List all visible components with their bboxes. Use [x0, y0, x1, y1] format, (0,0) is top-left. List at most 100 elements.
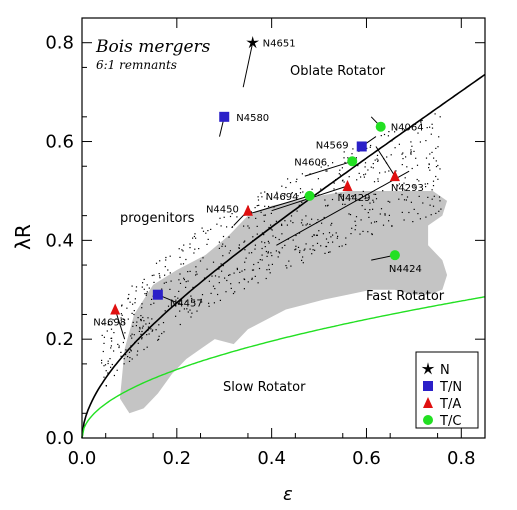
progenitor-dot	[261, 259, 263, 261]
progenitor-dot	[332, 241, 334, 243]
chart-title: Bois mergers	[95, 37, 211, 57]
progenitor-dot	[140, 318, 142, 320]
progenitor-dot	[275, 236, 277, 239]
progenitor-dot	[420, 120, 422, 122]
region-label-slow: Slow Rotator	[223, 380, 306, 395]
progenitor-dot	[148, 287, 150, 289]
progenitor-dot	[341, 167, 343, 169]
progenitor-dot	[352, 148, 354, 150]
progenitor-dot	[424, 183, 426, 185]
progenitor-dot	[322, 233, 324, 235]
progenitor-dot	[438, 196, 441, 198]
progenitor-dot	[101, 334, 103, 336]
progenitor-dot	[264, 242, 266, 244]
progenitor-dot	[143, 348, 145, 351]
progenitor-dot	[391, 225, 393, 227]
progenitor-dot	[120, 313, 122, 315]
progenitor-dot	[107, 372, 109, 374]
progenitor-dot	[281, 223, 283, 225]
progenitor-dot	[341, 245, 343, 247]
progenitor-dot	[377, 159, 379, 161]
progenitor-dot	[101, 359, 103, 361]
progenitor-dot	[297, 195, 299, 197]
progenitor-dot	[364, 208, 366, 210]
progenitor-dot	[311, 218, 313, 220]
progenitor-dot	[143, 288, 145, 290]
progenitor-dot	[169, 288, 171, 290]
galaxy-label-n4569: N4569	[316, 140, 349, 151]
progenitor-dot	[174, 296, 176, 298]
progenitor-dot	[146, 293, 148, 295]
progenitor-dot	[439, 168, 441, 170]
progenitor-dot	[104, 364, 107, 366]
progenitor-dot	[193, 235, 195, 238]
progenitor-dot	[109, 358, 111, 360]
progenitor-dot	[371, 233, 373, 236]
progenitor-dot	[131, 358, 133, 360]
progenitor-dot	[258, 204, 260, 206]
progenitor-dot	[406, 166, 408, 168]
marker-n4450	[242, 204, 253, 216]
progenitor-dot	[347, 157, 349, 159]
progenitor-dot	[364, 198, 366, 200]
track-line-n4606	[304, 160, 353, 177]
progenitor-dot	[194, 300, 196, 302]
progenitor-dot	[384, 213, 386, 215]
progenitor-dot	[388, 131, 390, 133]
progenitor-dot	[376, 154, 379, 156]
progenitor-dot	[153, 281, 155, 283]
progenitor-dot	[257, 199, 260, 201]
progenitor-dot	[254, 275, 256, 277]
progenitor-dot	[290, 193, 293, 195]
progenitor-dot	[362, 230, 364, 232]
progenitor-dot	[287, 178, 289, 180]
progenitor-dot	[126, 307, 128, 309]
progenitor-dot	[410, 153, 412, 155]
marker-n4694	[304, 190, 315, 201]
progenitor-dot	[402, 158, 404, 160]
progenitor-dot	[222, 235, 225, 238]
galaxy-label-n4651: N4651	[263, 39, 296, 50]
progenitor-dot	[401, 164, 403, 166]
curves-layer	[81, 73, 486, 439]
progenitor-dot	[129, 357, 131, 359]
progenitor-dot	[107, 360, 109, 362]
progenitor-dot	[111, 363, 113, 366]
progenitor-dot	[373, 201, 375, 203]
progenitor-dot	[252, 236, 254, 238]
progenitor-dot	[140, 315, 142, 317]
progenitor-dot	[110, 337, 112, 339]
progenitor-dot	[303, 249, 305, 251]
progenitor-dot	[275, 250, 277, 252]
progenitor-dot	[180, 263, 182, 265]
progenitor-dot	[331, 198, 334, 201]
galaxy-labels-layer: N4651 N4580 N4064 N4569 N4606 N4293 N4429 N4694…	[93, 39, 424, 329]
progenitor-dot	[195, 237, 197, 239]
x-tick-label: 0.8	[447, 448, 476, 469]
progenitor-dot	[316, 242, 319, 244]
progenitor-dot	[301, 259, 303, 261]
progenitor-dot	[247, 225, 249, 227]
progenitor-dot	[401, 153, 403, 155]
progenitor-dot	[158, 338, 160, 340]
region-label-fast: Fast Rotator	[366, 289, 445, 304]
progenitor-dot	[224, 245, 226, 247]
progenitor-dot	[382, 190, 384, 192]
progenitor-dot	[117, 343, 119, 345]
progenitor-dot	[305, 224, 307, 226]
progenitor-dot	[223, 216, 225, 218]
progenitor-dot	[271, 255, 273, 257]
progenitor-dot	[193, 252, 195, 254]
progenitor-dot	[384, 214, 386, 216]
progenitor-dot	[429, 204, 431, 206]
progenitor-dot	[179, 310, 181, 312]
oblate-rotator-curve	[81, 73, 486, 439]
axes-frame: 0.0 0.2 0.4 0.6 0.8 0.0 0.2 0.4 0.6 0.8	[45, 17, 486, 469]
progenitor-dot	[371, 233, 373, 235]
progenitor-dot	[340, 193, 342, 195]
progenitor-dot	[268, 242, 270, 244]
progenitor-dot	[410, 149, 412, 151]
progenitor-dot	[304, 248, 306, 250]
legend: N T/N T/A T/C	[415, 351, 479, 429]
progenitor-dot	[189, 243, 191, 245]
